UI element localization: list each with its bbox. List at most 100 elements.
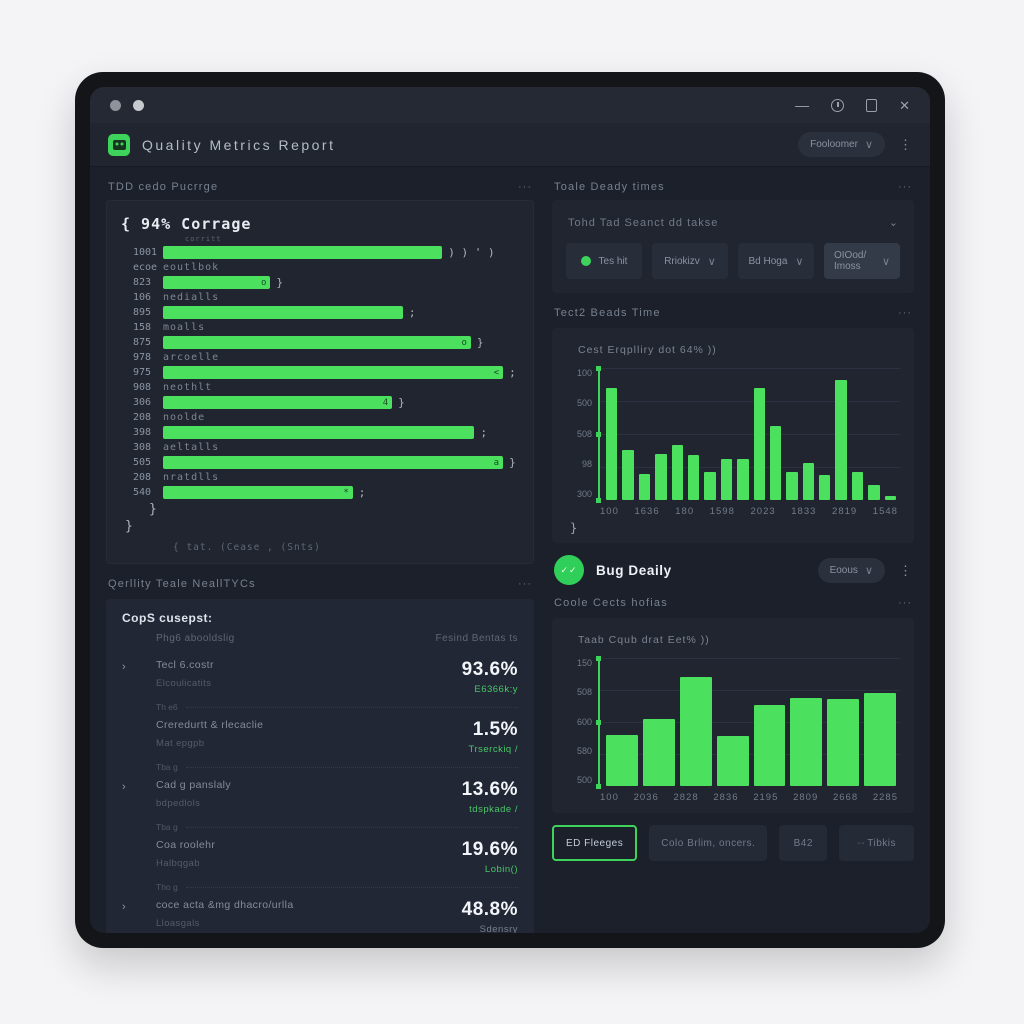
coverage-label: nedialls [163, 292, 220, 303]
metric-divider: Tba g [156, 822, 518, 832]
bug-density-header: ✓✓ Bug Deaily Eoous ∨ ⋮ [552, 543, 914, 593]
chart-plot-area [596, 656, 900, 789]
chart-bar[interactable] [884, 496, 897, 500]
coverage-label: noolde [163, 412, 206, 423]
gridline [600, 722, 900, 723]
metric-row[interactable]: Coa roolehr Halbqgab 19.6% Lobin() [122, 834, 518, 878]
coverage-bar: o [163, 336, 471, 349]
coverage-footer: { tat. (Cease , (Snts) [173, 542, 321, 553]
footer-button[interactable]: Colo Brlim, oncers. [649, 825, 768, 861]
chart-bar[interactable] [671, 444, 683, 500]
chart-bar[interactable] [655, 453, 667, 500]
test-density-chart: 100 500 508 98 300 [566, 366, 900, 503]
footer-button[interactable]: B42 [779, 825, 828, 861]
header-dropdown[interactable]: Fooloomer ∨ [798, 132, 885, 157]
window-dot-icon[interactable] [133, 99, 144, 111]
filter-button[interactable]: Tes hit [566, 243, 642, 279]
chart-bar[interactable] [606, 387, 618, 500]
filter-button[interactable]: Bd Hoga ∨ [738, 243, 814, 279]
chart-bar[interactable] [769, 426, 782, 500]
chart-bar[interactable] [790, 697, 823, 786]
axis-tick [596, 784, 601, 789]
filter-button[interactable]: OIOod/ Imoss ∨ [824, 243, 900, 279]
chart-bar[interactable] [819, 474, 831, 500]
axis-tick [596, 656, 601, 661]
coverage-bar: o [163, 276, 271, 289]
chart2-section-header: Coole Cects hofias ··· [552, 593, 914, 616]
metrics-card-title: CopS cusepst: [122, 611, 213, 625]
metric-label: Creredurtt & rlecaclie [156, 719, 264, 731]
chart-bar[interactable] [753, 705, 786, 786]
filter-buttons: Tes hit Rriokizv ∨ Bd Hoga ∨ OIOod/ Imoss ∨ [566, 243, 900, 279]
chart-bar[interactable] [827, 698, 860, 786]
ellipsis-menu-icon[interactable]: ··· [898, 181, 912, 193]
chart-bar[interactable] [679, 677, 712, 786]
chart-bar[interactable] [753, 387, 765, 500]
ellipsis-menu-icon[interactable]: ··· [898, 597, 912, 609]
coverage-bar-zone: <; [163, 366, 521, 379]
close-icon[interactable]: ✕ [899, 97, 910, 113]
filter-button-label: Bd Hoga [748, 255, 788, 267]
metric-divider-line [185, 706, 518, 708]
footer-button[interactable]: -- Tibkis [839, 825, 914, 861]
chart-bar[interactable] [851, 472, 864, 500]
bug-avatar-icon: ✓✓ [554, 555, 584, 585]
footer-button[interactable]: ED Fleeges [552, 825, 638, 861]
chart-bar[interactable] [720, 459, 733, 500]
chart-bar[interactable] [622, 449, 634, 500]
coverage-label: nratdlls [163, 472, 220, 483]
x-tick-label: 2828 [673, 792, 699, 803]
metric-divider-label: Tba g [156, 762, 178, 772]
filter-button[interactable]: Rriokizv ∨ [652, 243, 728, 279]
ellipsis-menu-icon[interactable]: ··· [518, 578, 532, 590]
chart-bar[interactable] [835, 379, 847, 500]
line-number: ecoe [133, 262, 158, 273]
maximize-icon[interactable] [866, 98, 878, 112]
chart-bar[interactable] [642, 719, 675, 786]
chart-bar[interactable] [638, 473, 651, 500]
chart-bar[interactable] [868, 485, 880, 500]
clock-icon[interactable] [831, 98, 845, 112]
x-tick-label: 1548 [872, 506, 898, 517]
window-dot-icon[interactable] [110, 99, 121, 111]
coverage-bar-zone: o} [163, 276, 521, 289]
bug-dropdown[interactable]: Eoous ∨ [817, 557, 885, 583]
chart-bar[interactable] [864, 692, 896, 786]
metric-sublabel: Elcoulicatits [156, 678, 212, 689]
x-tick-label: 1833 [791, 506, 817, 517]
coverage-label: eoutlbok [163, 262, 220, 273]
chart-bar[interactable] [716, 736, 749, 786]
minimize-icon[interactable]: — [795, 97, 810, 113]
bug-dropdown-label: Eoous [829, 564, 858, 576]
metric-left: Coa roolehr Halbqgab [136, 839, 462, 869]
coverage-row: 158 moalls [119, 322, 521, 333]
footer-button-label: ED Fleeges [566, 837, 624, 849]
chart-bar[interactable] [704, 472, 716, 500]
chart1-footer: } [570, 521, 578, 535]
chevron-down-icon[interactable]: ⌄ [888, 217, 898, 229]
x-tick-label: 1598 [709, 506, 735, 517]
chart-bar[interactable] [737, 459, 749, 500]
chart-bar[interactable] [606, 734, 638, 786]
footer-button-label: Colo Brlim, oncers. [661, 837, 756, 849]
metric-row[interactable]: Creredurtt & rlecaclie Mat epgpb 1.5% Trser… [122, 714, 518, 758]
metric-row[interactable]: › Cad g panslaly bdpedlols 13.6% tdspkade / [122, 774, 518, 818]
kebab-menu-icon[interactable]: ⋮ [899, 562, 912, 578]
gridline [600, 754, 900, 755]
metric-divider: Tho g [156, 882, 518, 892]
ellipsis-menu-icon[interactable]: ··· [518, 181, 532, 193]
coverage-bar: < [163, 366, 504, 379]
metric-label: Coa roolehr [156, 839, 216, 851]
metric-row[interactable]: › Tecl 6.costr Elcoulicatits 93.6% E6366k:y [122, 654, 518, 698]
chart-bar[interactable] [802, 463, 815, 500]
coverage-heading: { 94% Corrage [121, 215, 252, 233]
kebab-menu-icon[interactable]: ⋮ [899, 137, 912, 152]
coverage-row: 308 aeltalls [119, 442, 521, 453]
coverage-label: aeltalls [163, 442, 220, 453]
y-tick-label: 600 [576, 716, 592, 727]
chart-bar[interactable] [786, 472, 798, 500]
chart-bar[interactable] [687, 455, 700, 500]
ellipsis-menu-icon[interactable]: ··· [898, 307, 912, 319]
coverage-section-title: TDD cedo Pucrrge [108, 181, 219, 193]
metric-row[interactable]: › coce acta &mg dhacro/urlla Lloasgals 48.8… [122, 894, 518, 933]
